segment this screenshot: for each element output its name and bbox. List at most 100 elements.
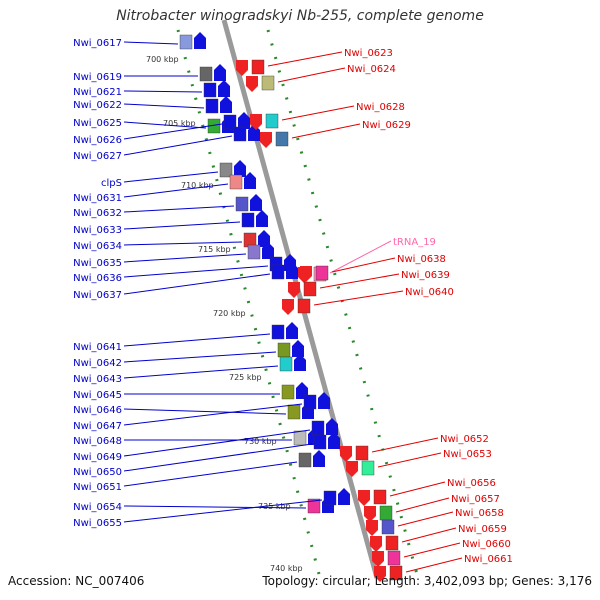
forward-gene-box[interactable] [233, 126, 247, 142]
reverse-gene-box[interactable] [315, 265, 329, 281]
forward-gene-arrow[interactable] [294, 354, 306, 371]
reverse-gene-box[interactable] [297, 298, 311, 314]
reverse-gene-arrow[interactable] [300, 266, 312, 282]
forward-gene-box[interactable] [241, 212, 255, 228]
reverse-gene-box[interactable] [355, 445, 369, 461]
reverse-gene-box[interactable] [379, 505, 393, 521]
forward-gene-arrow[interactable] [326, 418, 338, 435]
forward-gene-label[interactable]: Nwi_0642 [73, 358, 122, 369]
forward-gene-box[interactable] [205, 98, 219, 114]
forward-gene-arrow[interactable] [220, 96, 232, 113]
forward-gene-arrow[interactable] [318, 392, 330, 409]
forward-gene-box[interactable] [293, 430, 307, 446]
reverse-gene-arrow[interactable] [374, 566, 386, 582]
reverse-gene-label[interactable]: Nwi_0640 [405, 287, 454, 298]
forward-gene-label[interactable]: Nwi_0621 [73, 87, 122, 98]
forward-gene-arrow[interactable] [258, 230, 270, 247]
forward-gene-box[interactable] [287, 404, 301, 420]
forward-gene-label[interactable]: Nwi_0635 [73, 258, 122, 269]
forward-gene-box[interactable] [277, 342, 291, 358]
forward-gene-label[interactable]: Nwi_0648 [73, 436, 122, 447]
forward-gene-label[interactable]: Nwi_0632 [73, 208, 122, 219]
reverse-gene-label[interactable]: Nwi_0629 [362, 120, 411, 131]
reverse-gene-arrow[interactable] [358, 490, 370, 506]
forward-gene-label[interactable]: Nwi_0641 [73, 342, 122, 353]
forward-gene-arrow[interactable] [244, 172, 256, 189]
forward-gene-arrow[interactable] [338, 488, 350, 505]
forward-gene-label[interactable]: Nwi_0650 [73, 467, 122, 478]
forward-gene-box[interactable] [203, 82, 217, 98]
reverse-gene-arrow[interactable] [346, 461, 358, 477]
forward-gene-box[interactable] [313, 434, 327, 450]
forward-gene-label[interactable]: Nwi_0619 [73, 72, 122, 83]
reverse-gene-box[interactable] [265, 113, 279, 129]
forward-gene-box[interactable] [247, 244, 261, 260]
forward-gene-box[interactable] [307, 498, 321, 514]
forward-gene-label[interactable]: Nwi_0654 [73, 502, 122, 513]
reverse-gene-box[interactable] [275, 131, 289, 147]
trna-label[interactable]: tRNA_19 [393, 237, 436, 248]
forward-gene-arrow[interactable] [194, 32, 206, 49]
forward-gene-label[interactable]: Nwi_0643 [73, 374, 122, 385]
forward-gene-label[interactable]: Nwi_0651 [73, 482, 122, 493]
forward-gene-arrow[interactable] [313, 450, 325, 467]
forward-gene-label[interactable]: Nwi_0634 [73, 241, 122, 252]
reverse-gene-box[interactable] [361, 460, 375, 476]
forward-gene-label[interactable]: Nwi_0627 [73, 151, 122, 162]
forward-gene-label[interactable]: Nwi_0637 [73, 290, 122, 301]
reverse-gene-arrow[interactable] [250, 114, 262, 130]
reverse-gene-label[interactable]: Nwi_0638 [397, 254, 446, 265]
forward-gene-arrow[interactable] [250, 194, 262, 211]
reverse-gene-arrow[interactable] [340, 446, 352, 462]
reverse-gene-label[interactable]: Nwi_0657 [451, 494, 500, 505]
reverse-gene-box[interactable] [389, 565, 403, 581]
reverse-gene-label[interactable]: Nwi_0656 [447, 478, 496, 489]
forward-gene-label[interactable]: Nwi_0625 [73, 118, 122, 129]
reverse-gene-label[interactable]: Nwi_0628 [356, 102, 405, 113]
forward-gene-box[interactable] [219, 162, 233, 178]
forward-gene-arrow[interactable] [234, 160, 246, 177]
forward-gene-box[interactable] [279, 356, 293, 372]
forward-gene-box[interactable] [199, 66, 213, 82]
reverse-gene-box[interactable] [381, 519, 395, 535]
forward-gene-label[interactable]: Nwi_0647 [73, 421, 122, 432]
reverse-gene-label[interactable]: Nwi_0653 [443, 449, 492, 460]
forward-gene-label[interactable]: Nwi_0649 [73, 452, 122, 463]
forward-gene-box[interactable] [271, 264, 285, 280]
forward-gene-arrow[interactable] [328, 432, 340, 449]
forward-gene-label[interactable]: Nwi_0655 [73, 518, 122, 529]
reverse-gene-box[interactable] [261, 75, 275, 91]
reverse-gene-label[interactable]: Nwi_0624 [347, 64, 396, 75]
forward-gene-box[interactable] [298, 452, 312, 468]
reverse-gene-label[interactable]: Nwi_0639 [401, 270, 450, 281]
forward-gene-label[interactable]: Nwi_0617 [73, 38, 122, 49]
forward-gene-label[interactable]: Nwi_0636 [73, 273, 122, 284]
forward-gene-arrow[interactable] [292, 340, 304, 357]
forward-gene-arrow[interactable] [262, 242, 274, 259]
reverse-gene-box[interactable] [303, 281, 317, 297]
forward-gene-box[interactable] [281, 384, 295, 400]
forward-gene-label[interactable]: Nwi_0631 [73, 193, 122, 204]
reverse-gene-arrow[interactable] [364, 506, 376, 522]
forward-gene-label[interactable]: clpS [101, 178, 122, 189]
reverse-gene-label[interactable]: Nwi_0652 [440, 434, 489, 445]
reverse-gene-label[interactable]: Nwi_0661 [464, 554, 513, 565]
reverse-gene-box[interactable] [387, 550, 401, 566]
forward-gene-arrow[interactable] [296, 382, 308, 399]
reverse-gene-box[interactable] [251, 59, 265, 75]
reverse-gene-arrow[interactable] [236, 60, 248, 76]
reverse-gene-arrow[interactable] [370, 536, 382, 552]
reverse-gene-arrow[interactable] [282, 299, 294, 315]
forward-gene-box[interactable] [179, 34, 193, 50]
reverse-gene-arrow[interactable] [260, 132, 272, 148]
forward-gene-arrow[interactable] [214, 64, 226, 81]
reverse-gene-arrow[interactable] [246, 76, 258, 92]
forward-gene-label[interactable]: Nwi_0633 [73, 225, 122, 236]
forward-gene-box[interactable] [223, 114, 237, 130]
forward-gene-box[interactable] [311, 420, 325, 436]
forward-gene-box[interactable] [271, 324, 285, 340]
reverse-gene-label[interactable]: Nwi_0623 [344, 48, 393, 59]
reverse-gene-arrow[interactable] [288, 282, 300, 298]
forward-gene-arrow[interactable] [286, 262, 298, 279]
forward-gene-box[interactable] [229, 174, 243, 190]
